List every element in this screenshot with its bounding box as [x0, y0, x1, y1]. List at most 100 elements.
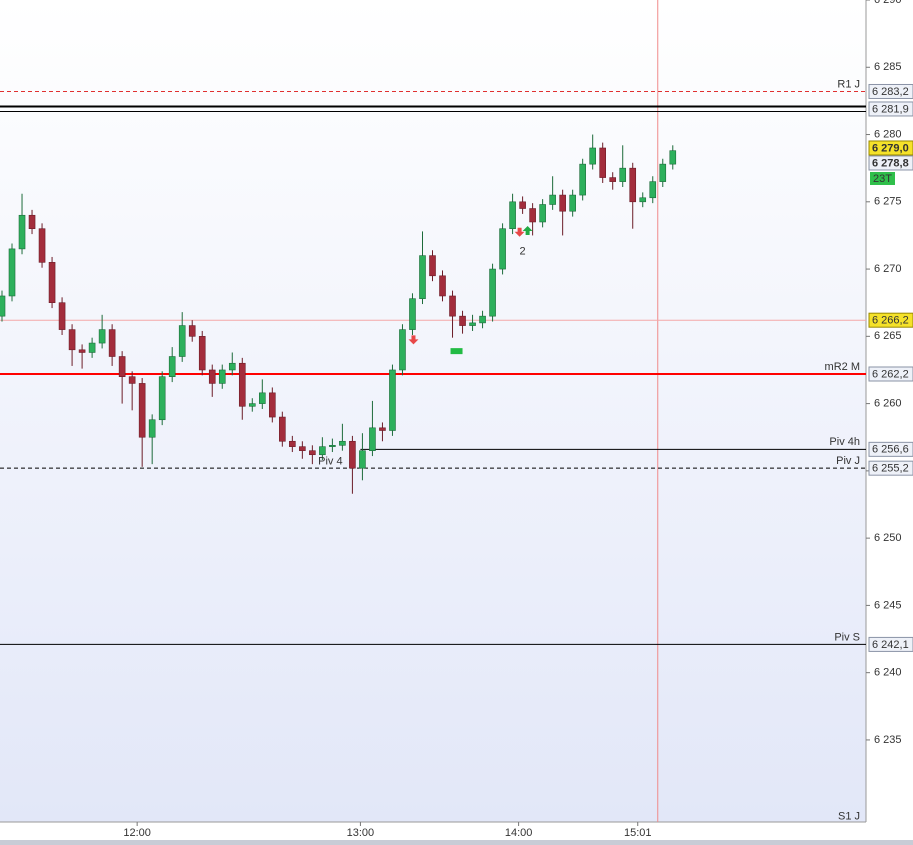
y-tick-label: 6 260	[874, 398, 902, 410]
level-price-tag: 6 256,6	[872, 444, 909, 456]
candle-body	[58, 302, 66, 330]
candle-body	[449, 295, 456, 317]
level-price-tag-box	[868, 460, 913, 476]
candle-body	[489, 268, 496, 317]
candle-body	[289, 440, 296, 447]
level-name: Piv 4h	[829, 436, 860, 448]
y-tick-label: 6 280	[874, 128, 902, 140]
candle-body	[499, 228, 506, 270]
level-price-tag: 6 242,1	[872, 639, 909, 651]
x-tick-label: 13:00	[347, 827, 375, 839]
price-tag: 6 278,8	[872, 157, 909, 169]
candle-body	[188, 325, 196, 337]
candle-body	[339, 440, 346, 446]
candle-body	[269, 392, 276, 418]
y-tick-label: 6 290	[874, 0, 902, 6]
y-tick-label: 6 265	[874, 330, 902, 342]
signal-marker	[522, 226, 533, 236]
candle-body	[168, 356, 176, 377]
candle-body	[48, 262, 56, 304]
candle-body	[599, 147, 606, 178]
candle-body	[589, 147, 596, 165]
y-tick-label: 6 235	[874, 734, 902, 746]
candle-body	[399, 329, 406, 371]
level-price-tag: 6 255,2	[872, 463, 909, 475]
candle-body	[198, 336, 206, 371]
candle-body	[429, 255, 436, 277]
candle-body	[38, 228, 46, 263]
axis-background	[866, 0, 913, 822]
level-price-tag: 6 283,2	[872, 86, 909, 98]
signal-marker	[450, 348, 463, 355]
candle-body	[569, 194, 576, 212]
candle-body	[98, 329, 106, 344]
crosshair-price-tag-box	[868, 312, 913, 328]
candle-body	[469, 322, 476, 326]
counter: 23T	[873, 173, 892, 185]
candle-body	[459, 315, 466, 326]
annotation: S1 J	[838, 811, 860, 823]
candle-body	[228, 362, 236, 371]
level-name: mR2 M	[825, 361, 860, 373]
candle-body	[609, 177, 617, 182]
level-price-tag-box	[868, 636, 913, 652]
candle-body	[549, 194, 556, 205]
x-tick-label: 14:00	[505, 827, 533, 839]
candle-body	[649, 181, 657, 199]
price-tag: 6 279,0	[872, 142, 909, 154]
annotation: 2	[520, 245, 526, 257]
candle-body	[669, 150, 677, 165]
candle-body	[238, 362, 246, 407]
candle-body	[619, 167, 627, 182]
candle-body	[108, 329, 116, 357]
candle-body	[68, 329, 76, 351]
candle-body	[208, 369, 216, 384]
candle-body	[369, 427, 376, 451]
candle-body	[258, 392, 266, 404]
price-tag-box	[868, 155, 913, 171]
level-price-tag-box	[868, 366, 913, 382]
candle-body	[409, 298, 416, 330]
candle-body	[529, 208, 536, 223]
candle-body	[329, 445, 336, 447]
x-tick-label: 15:01	[624, 827, 652, 839]
candle-body	[319, 446, 326, 456]
candle-body	[248, 403, 256, 407]
level-price-tag-box	[868, 83, 913, 99]
y-tick-label: 6 240	[874, 667, 902, 679]
level-price-tag: 6 281,9	[872, 103, 909, 115]
candle-body	[158, 376, 166, 421]
candle-body	[88, 342, 96, 353]
y-tick-label: 6 275	[874, 196, 902, 208]
candle-body	[579, 163, 586, 196]
candle-body	[128, 376, 136, 384]
signal-marker	[408, 335, 419, 345]
candle-body	[218, 369, 226, 384]
y-tick-label: 6 285	[874, 61, 902, 73]
candle-body	[8, 248, 16, 297]
candle-body	[559, 194, 566, 212]
x-tick-label: 12:00	[123, 827, 151, 839]
candle-body	[28, 214, 36, 230]
candle-body	[639, 197, 647, 203]
candle-body	[379, 427, 386, 431]
y-tick-label: 6 270	[874, 263, 902, 275]
level-name: Piv J	[836, 455, 860, 467]
plot-background	[0, 0, 866, 822]
candle-body	[629, 167, 637, 203]
candle-body	[349, 440, 356, 469]
crosshair-price-tag: 6 266,2	[872, 315, 909, 327]
candle-body	[279, 416, 286, 442]
candle-body	[118, 356, 126, 377]
candle-body	[78, 349, 86, 353]
y-tick-label: 6 250	[874, 532, 902, 544]
candle-body	[439, 275, 446, 297]
level-name: R1 J	[837, 78, 860, 90]
candle-body	[0, 295, 6, 317]
signal-marker	[514, 227, 525, 237]
candle-body	[539, 204, 546, 223]
y-tick-label: 6 245	[874, 599, 902, 611]
candle-body	[659, 163, 667, 182]
